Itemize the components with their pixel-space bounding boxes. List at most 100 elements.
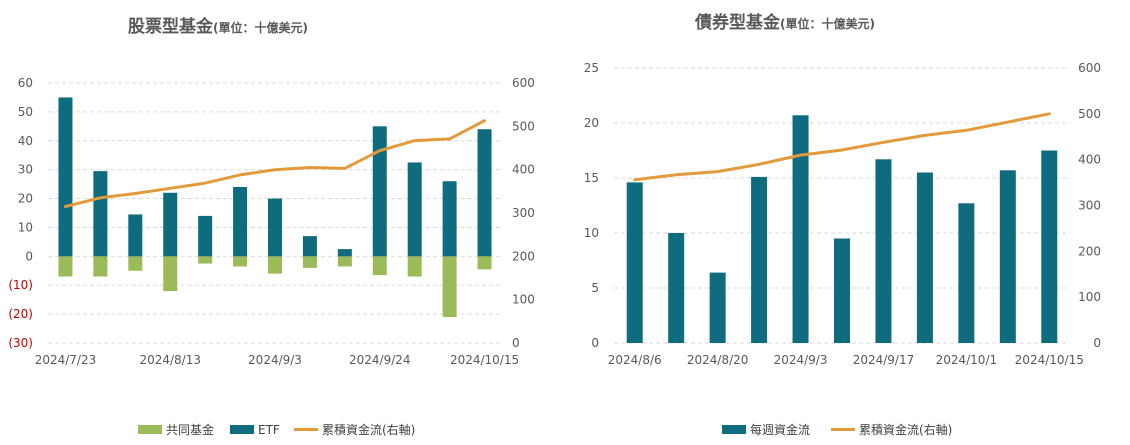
y2-tick-label: 0: [1093, 336, 1101, 350]
bar-共同基金-2024/8/20: [198, 256, 213, 264]
y2-tick-label: 500: [1078, 107, 1101, 121]
bar-共同基金-2024/9/17: [337, 256, 352, 267]
legend-label-bond-cumulative: 累積資金流(右軸): [859, 422, 952, 437]
equity-x-axis-ticks: 2024/7/23 2024/8/13 2024/9/3 2024/9/24 2024/…: [35, 353, 519, 367]
cumulative-flow-line: [633, 112, 1051, 182]
bar-共同基金-2024/10/15: [477, 256, 492, 270]
bar-每週資金流-2024/10/1: [958, 203, 975, 343]
equity-legend: 共同基金 ETF 累積資金流(右軸): [138, 422, 415, 437]
bar-每週資金流-2024/9/3: [792, 115, 809, 343]
equity-cumulative-line: [64, 119, 486, 208]
legend-swatch-etf: [230, 425, 254, 434]
bond-legend: 每週資金流 累積資金流(右軸): [722, 422, 952, 437]
bar-共同基金-2024/8/13: [163, 256, 178, 291]
y2-tick-label: 200: [1078, 244, 1101, 258]
bar-每週資金流-2024/10/15: [1041, 150, 1058, 343]
y2-tick-label: 200: [512, 249, 535, 263]
bar-每週資金流-2024/10/8: [999, 170, 1016, 343]
bar-ETF-2024/9/24: [372, 126, 387, 257]
bar-共同基金-2024/8/6: [128, 256, 143, 271]
y2-tick-label: 0: [512, 336, 520, 350]
bar-共同基金-2024/8/27: [233, 256, 248, 267]
y2-tick-label: 600: [1078, 61, 1101, 75]
svg-text:股票型基金(單位：十億美元): 股票型基金(單位：十億美元): [128, 16, 308, 37]
bar-共同基金-2024/10/8: [442, 256, 457, 317]
legend-label-mutual-fund: 共同基金: [166, 422, 214, 437]
y-tick-label: 15: [584, 171, 599, 185]
y2-tick-label: 300: [1078, 199, 1101, 213]
bar-ETF-2024/9/10: [302, 236, 317, 257]
legend-label-etf: ETF: [258, 423, 280, 437]
y-tick-label: 30: [18, 163, 33, 177]
bar-ETF-2024/10/1: [407, 162, 422, 257]
bar-ETF-2024/9/17: [337, 249, 352, 257]
bar-共同基金-2024/9/10: [302, 256, 317, 268]
y-tick-label: (30): [8, 336, 33, 350]
bar-ETF-2024/7/23: [58, 97, 73, 257]
x-tick-label: 2024/8/20: [687, 353, 749, 367]
y2-tick-label: 400: [1078, 153, 1101, 167]
bar-ETF-2024/8/27: [233, 187, 248, 257]
y2-tick-label: 500: [512, 119, 535, 133]
bar-每週資金流-2024/9/17: [875, 159, 892, 343]
equity-left-axis-ticks: 60 50 40 30 20 10 0 (10) (20) (30): [8, 76, 33, 350]
bar-ETF-2024/7/30: [93, 171, 108, 257]
bar-ETF-2024/9/3: [268, 198, 282, 257]
x-tick-label: 2024/9/17: [853, 353, 915, 367]
bond-fund-chart: 債券型基金(單位：十億美元) 25 20 15 10 5 0 600 500 400 300 20…: [584, 12, 1101, 437]
bar-每週資金流-2024/8/13: [668, 233, 685, 343]
y-tick-label: 50: [18, 105, 33, 119]
bar-共同基金-2024/10/1: [407, 256, 422, 277]
bond-cumulative-line: [633, 112, 1051, 182]
legend-swatch-mutual-fund: [138, 425, 162, 434]
bar-共同基金-2024/7/23: [58, 256, 73, 277]
bond-left-axis-ticks: 25 20 15 10 5 0: [584, 61, 599, 350]
bar-ETF-2024/10/8: [442, 181, 457, 257]
y-tick-label: 25: [584, 61, 599, 75]
bar-每週資金流-2024/9/10: [834, 238, 850, 343]
equity-chart-subtitle: (單位：十億美元): [213, 20, 308, 35]
y-tick-label: 20: [18, 192, 33, 206]
y-tick-label: 20: [584, 116, 599, 130]
bar-ETF-2024/8/20: [198, 215, 213, 257]
bond-chart-title: 債券型基金: [694, 12, 781, 33]
x-tick-label: 2024/8/13: [139, 353, 201, 367]
bar-共同基金-2024/7/30: [93, 256, 108, 277]
equity-right-axis-ticks: 600 500 400 300 200 100 0: [512, 76, 535, 350]
bar-每週資金流-2024/8/20: [709, 272, 726, 343]
equity-bars: [58, 97, 492, 317]
bar-ETF-2024/8/13: [163, 192, 178, 257]
bond-chart-subtitle: (單位：十億美元): [780, 16, 875, 31]
x-tick-label: 2024/9/24: [349, 353, 411, 367]
y-tick-label: 0: [591, 336, 599, 350]
y2-tick-label: 100: [512, 293, 535, 307]
bar-ETF-2024/10/15: [477, 129, 492, 257]
bond-x-axis-ticks: 2024/8/6 2024/8/20 2024/9/3 2024/9/17 2024/1…: [608, 353, 1084, 367]
x-tick-label: 2024/7/23: [35, 353, 97, 367]
bond-right-axis-ticks: 600 500 400 300 200 100 0: [1078, 61, 1101, 350]
svg-text:債券型基金(單位：十億美元): 債券型基金(單位：十億美元): [694, 12, 875, 33]
y-tick-label: 40: [18, 134, 33, 148]
y-tick-label: 0: [25, 249, 33, 263]
cumulative-flow-line: [64, 119, 486, 208]
x-tick-label: 2024/9/3: [774, 353, 828, 367]
bar-共同基金-2024/9/24: [372, 256, 387, 276]
bond-bars: [626, 115, 1058, 343]
bar-每週資金流-2024/8/6: [626, 182, 643, 343]
bar-每週資金流-2024/9/24: [916, 172, 933, 343]
y2-tick-label: 600: [512, 76, 535, 90]
x-tick-label: 2024/10/1: [936, 353, 998, 367]
y-tick-label: 5: [591, 281, 599, 295]
legend-label-weekly-flow: 每週資金流: [750, 422, 810, 437]
y-tick-label: 10: [584, 226, 599, 240]
bar-每週資金流-2024/8/27: [751, 176, 768, 343]
equity-fund-chart: 股票型基金(單位：十億美元) 6050403020100(10)(20)(30)…: [8, 16, 535, 437]
y2-tick-label: 400: [512, 163, 535, 177]
x-tick-label: 2024/10/15: [450, 353, 519, 367]
y-tick-label: 10: [18, 220, 33, 234]
legend-label-equity-cumulative: 累積資金流(右軸): [322, 422, 415, 437]
x-tick-label: 2024/10/15: [1015, 353, 1084, 367]
bar-共同基金-2024/9/3: [268, 256, 282, 274]
y-tick-label: 60: [18, 76, 33, 90]
